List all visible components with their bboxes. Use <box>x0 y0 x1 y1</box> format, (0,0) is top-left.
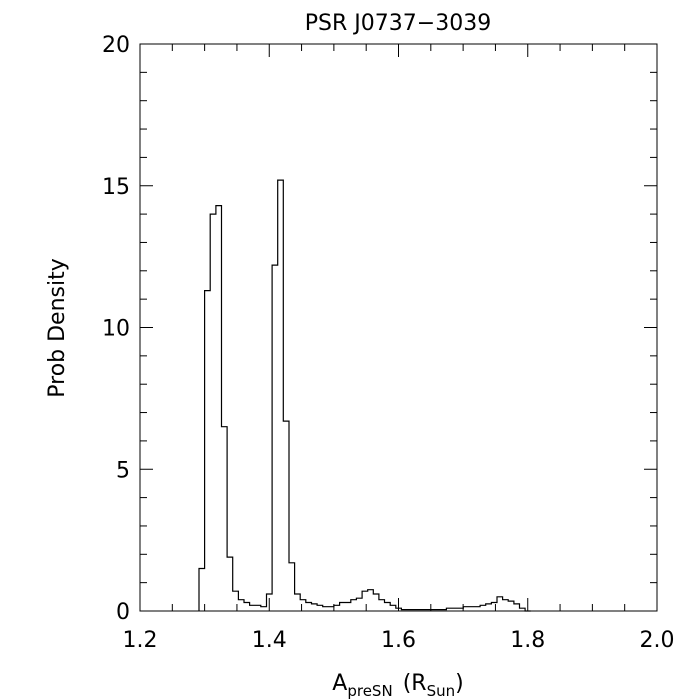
x-axis-title-unit-close: ) <box>455 671 464 696</box>
x-tick-label: 1.8 <box>510 628 545 653</box>
histogram-series <box>198 179 531 612</box>
x-tick-label: 1.6 <box>381 628 416 653</box>
plot-frame <box>139 43 658 612</box>
y-axis-title: Prob Density <box>45 258 70 398</box>
x-tick-label: 1.4 <box>252 628 287 653</box>
x-axis-title-main: A <box>332 671 347 696</box>
x-tick-label: 2.0 <box>640 628 675 653</box>
y-tick-label: 15 <box>102 175 130 200</box>
x-axis-title: ApreSN (RSun) <box>332 671 463 700</box>
x-axis-title-subscript: preSN <box>347 682 392 700</box>
tick-labels: 1.2 1.4 1.6 1.8 2.0 0 5 10 15 20 <box>102 33 675 653</box>
y-tick-label: 20 <box>102 33 130 58</box>
axis-ticks <box>139 43 658 612</box>
x-axis-title-unit-open: (R <box>403 671 427 696</box>
y-tick-label: 0 <box>116 600 130 625</box>
y-tick-label: 5 <box>116 458 130 483</box>
x-axis-title-unit-subscript: Sun <box>427 682 456 700</box>
chart-title: PSR J0737−3039 <box>305 11 491 36</box>
x-tick-label: 1.2 <box>123 628 158 653</box>
y-tick-label: 10 <box>102 317 130 342</box>
